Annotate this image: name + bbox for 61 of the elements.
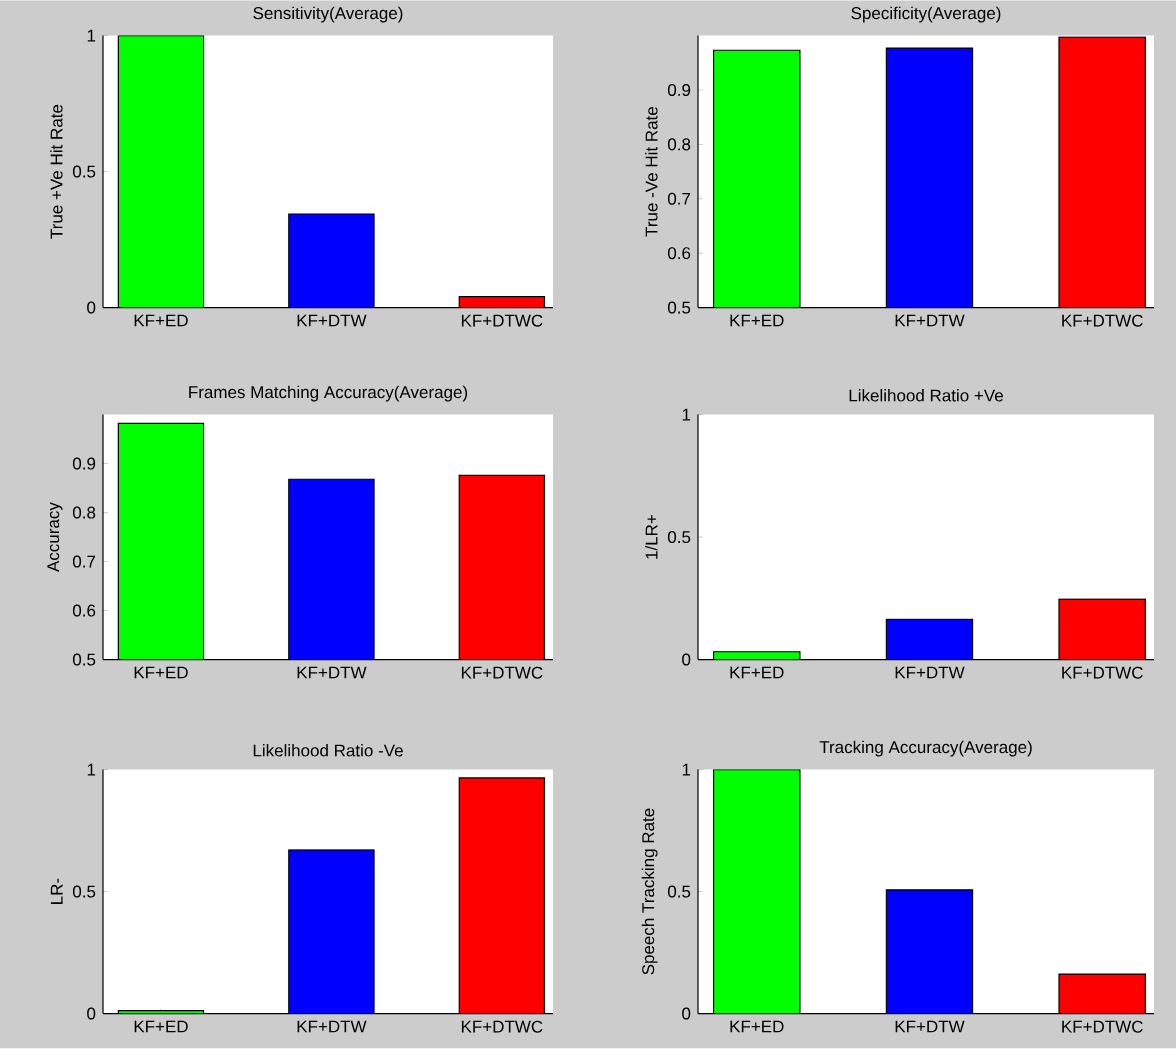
x-tick-label: KF+DTWC: [1062, 314, 1143, 327]
bar: [117, 35, 205, 308]
y-axis-title: Accuracy: [47, 502, 63, 573]
x-tick-label: KF+DTWC: [1062, 1020, 1143, 1033]
y-tick-label: 0.5: [667, 301, 691, 314]
x-tick-label: KF+DTWC: [461, 314, 543, 327]
x-tick-label: KF+DTW: [297, 1020, 367, 1033]
y-axis-title: True -Ve Hit Rate: [645, 107, 658, 237]
bar: [288, 849, 375, 1014]
y-axis-title: 1/LR+: [645, 515, 658, 559]
y-tick-label: 0.6: [667, 247, 691, 260]
y-axis-title: Speech Tracking Rate: [641, 808, 658, 975]
bar: [458, 296, 546, 308]
y-tick-label: 0: [682, 1007, 691, 1020]
x-tick-label: KF+ED: [730, 666, 784, 679]
x-tick-label: KF+DTW: [895, 314, 965, 327]
y-tick-label: 1: [682, 763, 691, 776]
y-tick-label: 0.7: [667, 192, 691, 205]
y-tick-label: 0.9: [667, 84, 691, 97]
y-tick-label: 0.8: [667, 138, 691, 151]
x-tick-label: KF+ED: [730, 1020, 784, 1033]
y-tick-label: 0.9: [72, 457, 96, 470]
bar: [712, 651, 801, 660]
x-tick-label: KF+DTW: [297, 314, 367, 327]
x-tick-label: KF+ED: [134, 1020, 188, 1033]
bar: [458, 777, 546, 1014]
y-axis-title: True +Ve Hit Rate: [50, 105, 63, 239]
chart-title: Tracking Accuracy(Average): [819, 740, 1032, 757]
y-tick-label: 0.5: [72, 653, 96, 666]
bar: [885, 619, 974, 660]
x-tick-label: KF+DTW: [297, 666, 367, 679]
chart-title: Frames Matching Accuracy(Average): [189, 385, 468, 402]
x-tick-label: KF+DTW: [895, 1020, 965, 1033]
y-axis-title: LR-: [50, 878, 63, 905]
bar: [1058, 598, 1146, 660]
chart-title: Specificity(Average): [851, 6, 1001, 23]
chart-title: Likelihood Ratio -Ve: [253, 744, 403, 757]
y-tick-label: 0.5: [72, 885, 96, 898]
x-tick-label: KF+ED: [134, 314, 188, 327]
x-tick-label: KF+ED: [730, 314, 784, 327]
y-tick-label: 0: [87, 301, 96, 314]
y-tick-label: 0.7: [72, 555, 96, 568]
y-tick-label: 0.5: [667, 885, 691, 898]
bar: [288, 213, 375, 308]
x-tick-label: KF+DTWC: [1062, 666, 1143, 679]
x-tick-label: KF+DTWC: [461, 1020, 543, 1033]
y-tick-label: 0: [682, 653, 691, 666]
y-tick-label: 0.5: [72, 165, 96, 178]
y-tick-label: 1: [87, 29, 96, 42]
x-tick-label: KF+DTWC: [461, 666, 543, 679]
y-tick-label: 1: [682, 408, 691, 421]
chart-title: Likelihood Ratio +Ve: [849, 389, 1003, 402]
y-tick-label: 0: [87, 1007, 96, 1020]
x-tick-label: KF+ED: [134, 666, 188, 679]
chart-title: Sensitivity(Average): [253, 6, 403, 23]
y-tick-label: 0.8: [72, 506, 96, 519]
y-tick-label: 0.6: [72, 604, 96, 617]
y-tick-label: 1: [87, 763, 96, 776]
x-tick-label: KF+DTW: [895, 666, 965, 679]
bar: [712, 769, 801, 1014]
y-tick-label: 0.5: [667, 531, 691, 544]
